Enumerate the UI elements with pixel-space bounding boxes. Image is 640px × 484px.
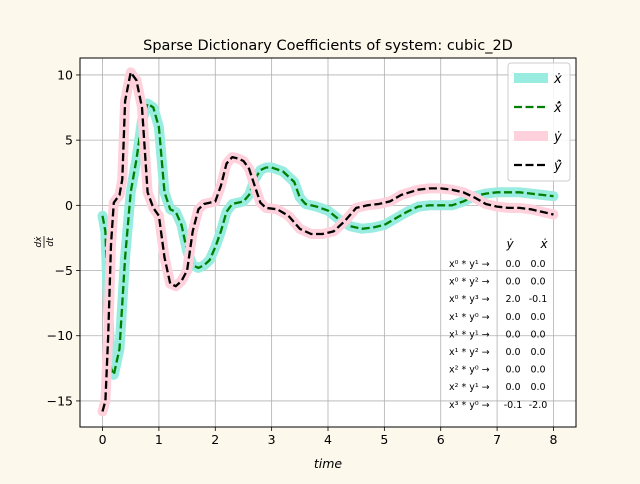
- table-row-y-value: 0.0: [505, 347, 520, 358]
- legend: ẋ x̂̇ ẏ ŷ̇: [507, 62, 571, 182]
- y-tick-label: 0: [65, 198, 73, 213]
- x-tick-label: 1: [155, 432, 163, 447]
- series-y-hat-dot-line: [101, 71, 554, 412]
- table-row-term: x¹ * y² →: [449, 347, 490, 358]
- table-row-y-value: 0.0: [505, 277, 520, 288]
- table-row-y-value: 0.0: [505, 382, 520, 393]
- table-row-y-value: 0.0: [505, 259, 520, 270]
- coefficient-table: ẏ ẋ x⁰ * y¹ → 0.0 0.0 x⁰ * y² → 0.0 0.0 x⁰ * y³ …: [449, 237, 548, 411]
- table-row-term: x² * y¹ →: [449, 382, 490, 393]
- series-x-dot-legend-label: ẋ: [553, 72, 562, 87]
- table-row-term: x¹ * y⁰ →: [449, 312, 490, 323]
- series-y-hat-dot-legend-label: ŷ̇: [553, 159, 562, 174]
- table-row-x-value: 0.0: [530, 347, 545, 358]
- x-tick-label: 7: [493, 432, 501, 447]
- chart-title: Sparse Dictionary Coefficients of system…: [143, 38, 513, 54]
- x-tick-label: 3: [268, 432, 276, 447]
- table-row-x-value: 0.0: [530, 382, 545, 393]
- y-tick-label: −5: [55, 263, 73, 278]
- x-axis-label: time: [314, 456, 343, 471]
- table-row-term: x⁰ * y³ →: [449, 294, 490, 305]
- y-axis-label: dẋ dt: [34, 236, 56, 248]
- table-row-x-value: -2.0: [529, 400, 548, 411]
- table-row-x-value: 0.0: [530, 329, 545, 340]
- x-tick-label: 4: [324, 432, 332, 447]
- table-row-x-value: 0.0: [530, 277, 545, 288]
- y-tick-label: −15: [47, 393, 73, 408]
- table-row-term: x⁰ * y² →: [449, 277, 490, 288]
- table-row-term: x² * y⁰ →: [449, 365, 490, 376]
- table-row-term: x³ * y⁰ →: [449, 400, 490, 411]
- x-tick-label: 8: [549, 432, 557, 447]
- series-y-dot-legend-label: ẏ: [553, 130, 562, 145]
- x-tick-label: 5: [380, 432, 388, 447]
- table-header-y: ẏ: [505, 237, 514, 251]
- table-row-y-value: -0.1: [504, 400, 523, 411]
- table-row-x-value: 0.0: [530, 312, 545, 323]
- y-tick-label: −10: [47, 328, 73, 343]
- svg-text:dt: dt: [46, 237, 56, 247]
- series-x-hat-dot-legend-label: x̂̇: [553, 101, 562, 116]
- table-row-term: x¹ * y¹ →: [449, 329, 490, 340]
- y-tick-label: 10: [57, 67, 73, 82]
- table-row-x-value: -0.1: [529, 294, 548, 305]
- x-tick-label: 6: [437, 432, 445, 447]
- table-row-x-value: 0.0: [530, 365, 545, 376]
- axis-ticks: 0 1 2 3 4 5 6 7 8 10 5 0 −5 −10 −15: [47, 67, 558, 447]
- table-row-y-value: 0.0: [505, 329, 520, 340]
- table-row-y-value: 0.0: [505, 365, 520, 376]
- table-row-x-value: 0.0: [530, 259, 545, 270]
- table-row-y-value: 2.0: [505, 294, 520, 305]
- series-layer: [97, 67, 559, 417]
- svg-text:dẋ: dẋ: [34, 236, 44, 248]
- table-row-y-value: 0.0: [505, 312, 520, 323]
- y-tick-label: 5: [65, 133, 73, 148]
- legend-box: [507, 62, 571, 182]
- x-tick-label: 0: [99, 432, 107, 447]
- table-header-x: ẋ: [539, 237, 548, 251]
- x-tick-label: 2: [211, 432, 219, 447]
- table-row-term: x⁰ * y¹ →: [449, 259, 490, 270]
